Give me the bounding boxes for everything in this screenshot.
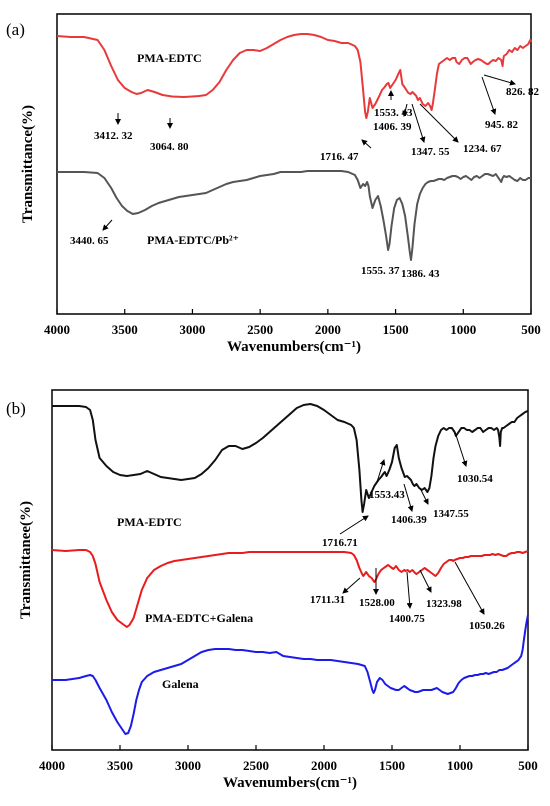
panel-b: (b) 4000 3500 3000 2500 2000 1500 1000 500 Wave… <box>6 389 538 791</box>
annotation-b-1528: 1528.00 <box>359 597 395 609</box>
annotation-b-1711: 1711.31 <box>310 594 345 606</box>
annotation-1555: 1555. 37 <box>361 265 400 277</box>
series-line-a-1 <box>57 170 531 261</box>
annotation-1716: 1716. 47 <box>320 151 359 163</box>
x-tick-label-3500: 3500 <box>107 758 133 773</box>
annotation-arrow-b-1323 <box>419 569 432 593</box>
panel-a-y-axis-title: Transmittance(%) <box>20 105 36 223</box>
x-tick-label-2500: 2500 <box>247 322 273 337</box>
x-tick-label-500: 500 <box>518 758 538 773</box>
annotation-b-1553: 1553.43 <box>369 489 405 501</box>
annotation-arrow-1406 <box>402 103 409 117</box>
annotation-826: 826. 82 <box>506 86 540 98</box>
annotation-arrow-b-1347 <box>419 487 429 505</box>
series-line-b-0 <box>52 403 529 513</box>
x-tick-label-4000: 4000 <box>39 758 65 773</box>
series-label-b-galena: Galena <box>162 677 199 691</box>
x-tick-label-2500: 2500 <box>243 758 269 773</box>
annotation-arrow-3440 <box>102 219 113 231</box>
series-line-b-1 <box>51 549 529 628</box>
annotation-arrow-1234 <box>419 103 459 143</box>
panel-b-x-axis: 4000 3500 3000 2500 2000 1500 1000 500 <box>39 745 538 773</box>
annotation-arrow-b-1050 <box>454 561 485 615</box>
annotation-3440: 3440. 65 <box>70 235 109 247</box>
annotation-1553: 1553. 43 <box>374 107 413 119</box>
x-tick-label-1000: 1000 <box>447 758 473 773</box>
annotation-1347: 1347. 55 <box>411 146 450 158</box>
panel-a-annotations <box>102 74 516 231</box>
annotation-b-1030: 1030.54 <box>457 473 493 485</box>
x-tick-label-2000: 2000 <box>315 322 341 337</box>
series-line-b-2 <box>52 614 529 735</box>
series-line-a-0 <box>56 33 532 119</box>
panel-b-plot-frame <box>51 389 529 751</box>
annotation-3412: 3412. 32 <box>94 130 133 142</box>
annotation-arrow-b-1400 <box>406 571 413 609</box>
panel-a-x-axis: 4000 3500 3000 2500 2000 1500 1000 500 <box>44 309 541 337</box>
annotation-arrow-b-1716 <box>339 515 369 535</box>
annotation-arrow-b-1030 <box>454 431 468 467</box>
annotation-b-1050: 1050.26 <box>469 620 505 632</box>
annotation-1234: 1234. 67 <box>463 143 502 155</box>
x-tick-label-1500: 1500 <box>379 758 405 773</box>
panel-b-x-axis-title: Wavenumbers(cm⁻¹) <box>223 775 357 791</box>
annotation-1386: 1386. 43 <box>401 268 440 280</box>
x-tick-label-3500: 3500 <box>112 322 138 337</box>
annotation-arrow-b-1711 <box>342 577 361 594</box>
annotation-945: 945. 82 <box>485 119 519 131</box>
panel-a-series-group <box>56 33 532 261</box>
panel-b-label: (b) <box>6 399 26 418</box>
annotation-b-1716: 1716.71 <box>322 537 358 549</box>
annotation-arrow-1716 <box>361 139 372 149</box>
annotation-3064: 3064. 80 <box>150 141 189 153</box>
x-tick-label-1500: 1500 <box>383 322 409 337</box>
series-label-b-pma-edtc-galena: PMA-EDTC+Galena <box>145 611 253 625</box>
series-label-pma-edtc: PMA-EDTC <box>137 51 202 65</box>
annotation-b-1347: 1347.55 <box>433 508 469 520</box>
x-tick-label-3000: 3000 <box>175 758 201 773</box>
panel-a: (a) 4000 3500 3000 2500 2000 1500 1000 500 Wave… <box>6 13 541 355</box>
annotation-arrow-945 <box>481 76 497 115</box>
panel-b-y-axis-title: Transmittanee(%) <box>18 501 34 619</box>
annotation-arrow-b-1406 <box>403 483 414 512</box>
annotation-b-1323: 1323.98 <box>426 598 462 610</box>
series-label-b-pma-edtc: PMA-EDTC <box>117 515 182 529</box>
x-tick-label-3000: 3000 <box>179 322 205 337</box>
series-label-pma-edtc-pb: PMA-EDTC/Pb²⁺ <box>147 233 239 247</box>
annotation-1406: 1406. 39 <box>373 121 412 133</box>
x-tick-label-500: 500 <box>521 322 541 337</box>
annotation-arrow-b-1553 <box>376 459 386 483</box>
panel-b-series-group <box>51 403 529 735</box>
annotation-b-1400: 1400.75 <box>389 613 425 625</box>
x-tick-label-1000: 1000 <box>450 322 476 337</box>
panel-a-x-axis-title: Wavenumbers(cm⁻¹) <box>227 339 361 355</box>
panel-a-label: (a) <box>6 20 25 39</box>
annotation-arrow-1347 <box>411 103 426 143</box>
panel-a-plot-frame <box>56 13 532 315</box>
panel-b-annotations <box>339 431 485 615</box>
annotation-arrow-826 <box>483 74 516 86</box>
x-tick-label-2000: 2000 <box>311 758 337 773</box>
x-tick-label-4000: 4000 <box>44 322 70 337</box>
annotation-b-1406: 1406.39 <box>391 514 427 526</box>
